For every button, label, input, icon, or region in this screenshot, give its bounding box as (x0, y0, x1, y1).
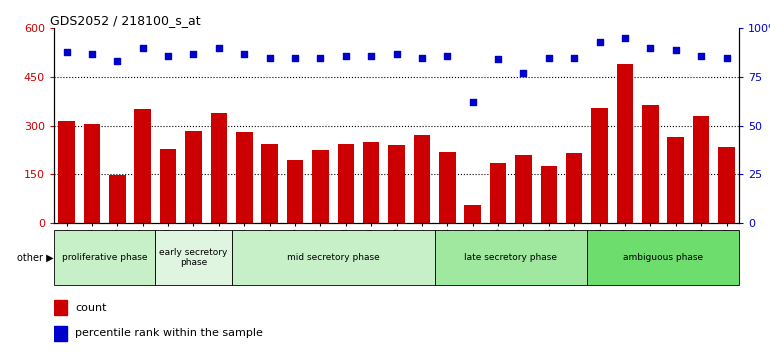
Point (467, 99, 479, 105)
Point (695, 53, 708, 58)
Bar (186, 131, 202, 223)
Bar (286, 160, 303, 223)
Bar (693, 116, 709, 223)
Bar (312, 150, 329, 223)
Point (187, 51, 199, 56)
Bar (337, 143, 354, 223)
Point (517, 70, 530, 76)
Point (136, 45, 149, 51)
Bar (413, 135, 430, 223)
Point (111, 58, 123, 64)
Bar (668, 137, 684, 223)
Bar (566, 153, 582, 223)
Bar (617, 64, 633, 223)
Bar (59, 121, 75, 223)
Bar (232, 230, 434, 285)
Text: mid secretory phase: mid secretory phase (286, 253, 380, 262)
Bar (84, 124, 100, 223)
Bar (363, 142, 380, 223)
Bar (464, 205, 481, 223)
Bar (439, 152, 456, 223)
Point (441, 53, 454, 58)
Text: percentile rank within the sample: percentile rank within the sample (75, 328, 263, 338)
Point (670, 47, 682, 52)
Bar (54, 230, 156, 285)
Bar (587, 230, 739, 285)
Bar (490, 163, 507, 223)
Text: GDS2052 / 218100_s_at: GDS2052 / 218100_s_at (51, 14, 201, 27)
Point (644, 45, 657, 51)
Text: proliferative phase: proliferative phase (62, 253, 147, 262)
Point (568, 55, 581, 60)
Text: other ▶: other ▶ (17, 252, 53, 263)
Bar (591, 108, 608, 223)
Bar (515, 155, 532, 223)
Text: count: count (75, 303, 106, 313)
Bar (261, 143, 278, 223)
Bar (388, 145, 405, 223)
Point (619, 35, 631, 41)
Point (365, 53, 377, 58)
Bar (434, 230, 587, 285)
Bar (54, 326, 68, 341)
Point (238, 51, 250, 56)
Point (594, 39, 606, 45)
Bar (160, 149, 176, 223)
Point (213, 45, 225, 51)
Text: early secretory
phase: early secretory phase (159, 248, 228, 267)
Point (60, 49, 72, 55)
Point (543, 55, 555, 60)
Point (416, 55, 428, 60)
Bar (541, 166, 557, 223)
Point (289, 55, 301, 60)
Bar (54, 300, 68, 315)
Bar (642, 104, 658, 223)
Point (721, 55, 733, 60)
Point (390, 51, 403, 56)
Point (314, 55, 326, 60)
Bar (156, 230, 232, 285)
Point (263, 55, 276, 60)
Bar (211, 113, 227, 223)
Bar (718, 147, 735, 223)
Point (492, 57, 504, 62)
Bar (135, 109, 151, 223)
Point (340, 53, 352, 58)
Point (162, 53, 174, 58)
Text: ambiguous phase: ambiguous phase (623, 253, 703, 262)
Point (85, 51, 98, 56)
Text: late secretory phase: late secretory phase (464, 253, 557, 262)
Bar (109, 175, 126, 223)
Bar (236, 132, 253, 223)
